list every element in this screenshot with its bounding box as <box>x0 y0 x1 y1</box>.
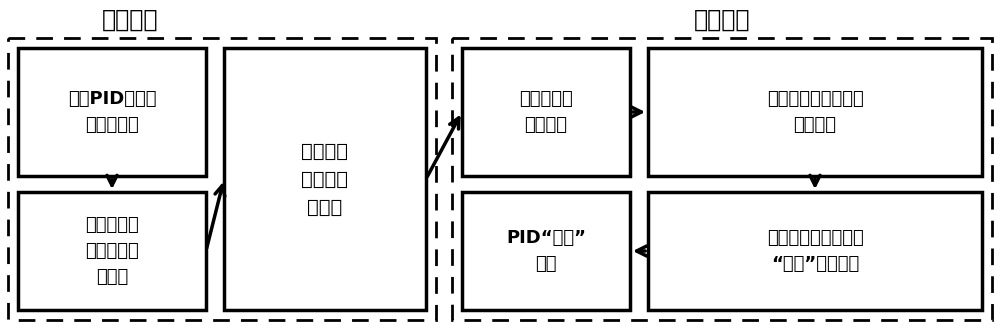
Text: 离线过程: 离线过程 <box>102 8 158 32</box>
Bar <box>648 192 982 310</box>
Text: 获取当前系统控制器
“反向”变化规则: 获取当前系统控制器 “反向”变化规则 <box>767 229 863 273</box>
Text: 闭环设定值
单位阶跃响
应试验: 闭环设定值 单位阶跃响 应试验 <box>85 215 139 287</box>
Bar <box>462 192 630 310</box>
Bar <box>8 38 436 320</box>
Text: 锁定最近邻
样本系统: 锁定最近邻 样本系统 <box>519 90 573 134</box>
Bar <box>18 48 206 176</box>
Bar <box>452 38 992 320</box>
Bar <box>18 192 206 310</box>
Text: 提取特征
量，生成
训练集: 提取特征 量，生成 训练集 <box>302 141 349 216</box>
Bar <box>462 48 630 176</box>
Bar <box>648 48 982 176</box>
Text: 等效描述当前系统特
征量变化: 等效描述当前系统特 征量变化 <box>767 90 863 134</box>
Text: 在线过程: 在线过程 <box>694 8 750 32</box>
Text: 遍历PID参数代
入控制系统: 遍历PID参数代 入控制系统 <box>68 90 156 134</box>
Text: PID“拉回”
整定: PID“拉回” 整定 <box>506 229 586 273</box>
Bar <box>224 48 426 310</box>
